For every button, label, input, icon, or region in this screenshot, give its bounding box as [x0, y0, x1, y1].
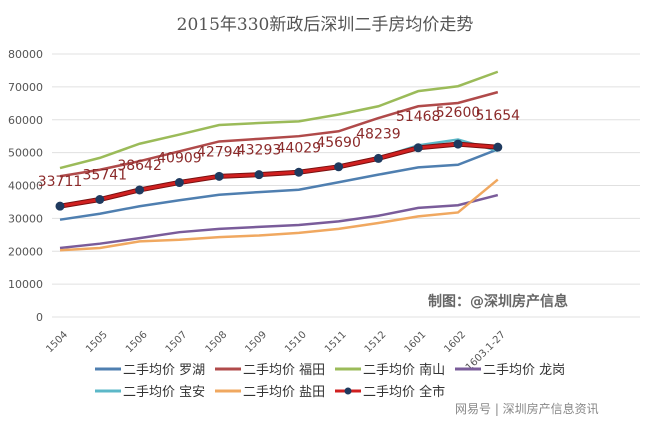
legend-label: 二手均价 全市: [363, 384, 445, 400]
y-tick-label: 30000: [8, 212, 43, 225]
x-tick-label: 1601: [403, 329, 429, 355]
legend-label: 二手均价 罗湖: [123, 363, 205, 378]
data-point: [493, 142, 503, 152]
x-tick-label: 1508: [204, 329, 230, 355]
y-tick-label: 80000: [8, 48, 43, 61]
data-point: [254, 170, 264, 180]
x-tick-label: 1602: [442, 329, 468, 355]
series-line: [59, 193, 499, 250]
x-tick-label: 1504: [44, 329, 70, 355]
data-label: 45690: [316, 135, 361, 151]
data-point: [373, 153, 383, 163]
series-line: [59, 142, 498, 208]
x-tick-label: 1506: [124, 329, 150, 355]
legend-marker: [344, 387, 352, 395]
data-point: [135, 185, 145, 195]
data-label: 51654: [476, 108, 521, 124]
chart-credit: 制图：@深圳房产信息: [428, 293, 568, 310]
y-tick-label: 0: [36, 311, 43, 324]
x-tick-label: 1509: [243, 329, 269, 355]
y-tick-label: 60000: [8, 114, 43, 127]
x-tick-label: 1512: [363, 329, 389, 355]
data-label: 51468: [396, 109, 441, 125]
data-label: 52600: [436, 105, 481, 121]
series-line: [59, 90, 499, 178]
data-label: 42794: [197, 144, 242, 160]
y-tick-label: 50000: [8, 147, 43, 160]
data-point: [95, 195, 105, 205]
data-point: [55, 201, 65, 211]
data-label: 35741: [83, 168, 128, 184]
legend-label: 二手均价 福田: [243, 363, 325, 378]
data-point: [174, 178, 184, 188]
data-point: [334, 162, 344, 172]
data-label: 43293: [237, 143, 282, 159]
data-point: [453, 139, 463, 149]
data-point: [413, 143, 423, 153]
data-label: 44029: [277, 140, 322, 156]
data-label: 40909: [157, 151, 202, 167]
legend-label: 二手均价 盐田: [243, 385, 325, 400]
legend-label: 二手均价 宝安: [123, 385, 205, 400]
x-tick-label: 1510: [283, 329, 309, 355]
data-point: [294, 167, 304, 177]
legend-label: 二手均价 龙岗: [483, 363, 565, 378]
watermark: 网易号 | 深圳房产信息资讯: [455, 401, 599, 416]
y-tick-label: 20000: [8, 245, 43, 258]
data-point: [214, 171, 224, 181]
legend-label: 二手均价 南山: [363, 362, 445, 378]
series-line: [59, 70, 499, 170]
series-line: [59, 178, 499, 252]
y-tick-label: 40000: [8, 180, 43, 193]
data-label: 48239: [356, 126, 401, 142]
y-tick-label: 10000: [8, 278, 43, 291]
data-label: 38642: [117, 158, 162, 174]
data-label: 33711: [38, 174, 83, 190]
x-tick-label: 1507: [164, 329, 190, 355]
x-tick-label: 1505: [84, 329, 110, 355]
chart-title: 2015年330新政后深圳二手房均价走势: [177, 15, 474, 35]
series-line: [59, 148, 499, 221]
x-tick-label: 1511: [323, 329, 349, 355]
y-tick-label: 70000: [8, 81, 43, 94]
